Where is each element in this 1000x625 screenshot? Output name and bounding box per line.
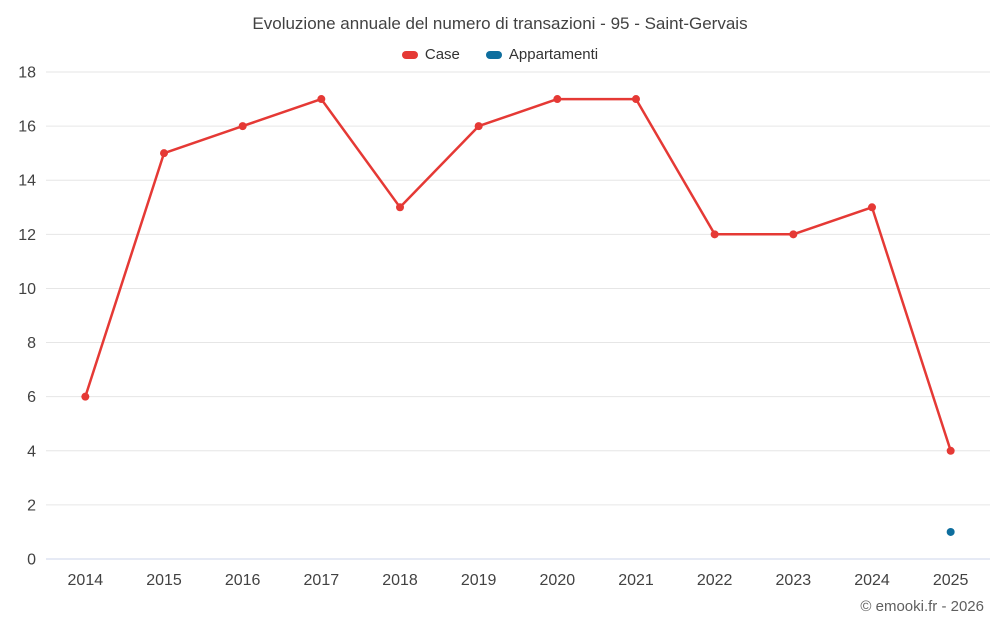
- series-line-case: [84, 97, 952, 453]
- data-point-case[interactable]: [474, 122, 483, 131]
- case-series-swatch-icon: [401, 50, 418, 59]
- x-axis-tick-label: 2024: [854, 572, 890, 589]
- data-point-case[interactable]: [632, 95, 640, 104]
- data-point-case[interactable]: [160, 149, 168, 158]
- y-axis-tick-label: 14: [18, 173, 36, 190]
- legend-item-case[interactable]: Case: [401, 46, 460, 63]
- appartamenti-series-swatch-icon: [485, 50, 502, 59]
- y-axis-tick-label: 10: [18, 281, 36, 298]
- data-point-case[interactable]: [317, 95, 326, 104]
- data-point-case[interactable]: [710, 230, 719, 239]
- data-point-case[interactable]: [553, 95, 562, 104]
- data-point-case[interactable]: [81, 392, 90, 401]
- y-axis-tick-label: 18: [18, 65, 36, 82]
- x-axis-tick-label: 2023: [776, 572, 812, 589]
- y-axis-tick-label: 2: [27, 497, 36, 514]
- y-axis-tick-label: 0: [27, 552, 36, 569]
- x-axis-tick-label: 2014: [68, 572, 104, 589]
- y-axis-tick-label: 12: [18, 227, 36, 244]
- data-point-appartamenti[interactable]: [946, 527, 955, 536]
- data-point-case[interactable]: [238, 122, 247, 131]
- data-point-case[interactable]: [868, 203, 876, 212]
- x-axis-tick-label: 2022: [697, 572, 733, 589]
- data-point-case[interactable]: [789, 230, 798, 239]
- y-axis-tick-label: 4: [27, 443, 36, 460]
- x-axis-tick-label: 2017: [304, 572, 340, 589]
- y-axis-tick-label: 16: [18, 119, 36, 136]
- data-point-case[interactable]: [396, 203, 404, 212]
- x-axis-tick-label: 2016: [225, 572, 261, 589]
- legend-label-case: Case: [424, 46, 460, 63]
- chart-title: Evoluzione annuale del numero di transaz…: [252, 14, 748, 33]
- x-axis-tick-label: 2018: [382, 572, 418, 589]
- legend-item-appartamenti[interactable]: Appartamenti: [485, 46, 599, 63]
- y-axis-tick-label: 6: [27, 389, 36, 406]
- y-axis-tick-label: 8: [27, 335, 36, 352]
- x-axis-tick-label: 2015: [146, 572, 182, 589]
- credits-link[interactable]: © emooki.fr - 2026: [860, 598, 984, 615]
- legend: Case Appartamenti: [0, 46, 1000, 63]
- legend-label-appartamenti: Appartamenti: [508, 46, 599, 63]
- data-point-case[interactable]: [946, 446, 955, 455]
- x-axis-tick-label: 2025: [933, 572, 969, 589]
- x-axis-tick-label: 2019: [461, 572, 497, 589]
- x-axis-tick-label: 2020: [540, 572, 576, 589]
- x-axis-tick-label: 2021: [618, 572, 654, 589]
